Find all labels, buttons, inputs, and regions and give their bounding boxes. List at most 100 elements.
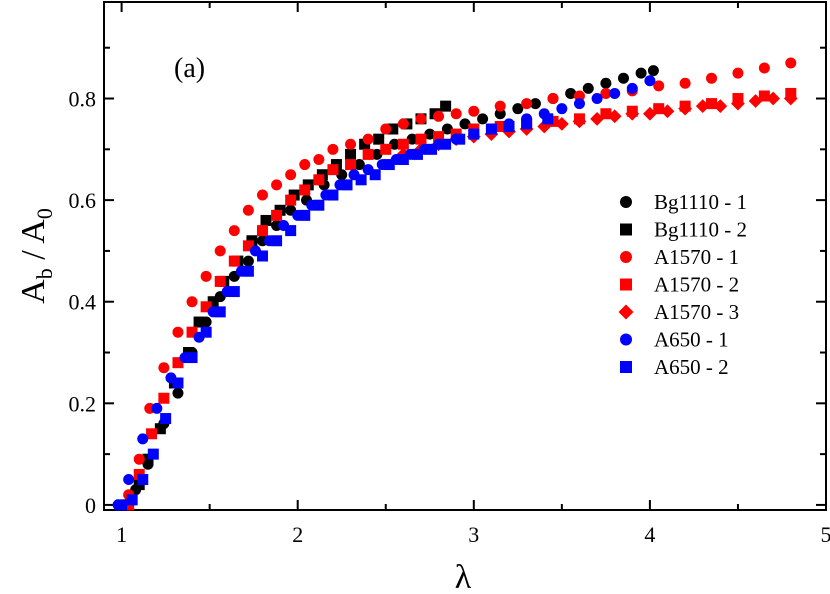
legend-marker	[620, 278, 632, 291]
data-point	[214, 275, 226, 287]
data-point	[313, 153, 325, 165]
data-point	[635, 67, 647, 79]
data-point	[214, 245, 226, 257]
data-point	[433, 110, 445, 122]
data-point	[617, 72, 629, 84]
data-point	[454, 133, 466, 145]
data-point	[485, 123, 497, 135]
data-point	[556, 103, 568, 115]
data-point	[214, 306, 226, 318]
data-point	[193, 316, 205, 328]
data-point	[494, 108, 506, 120]
data-point	[494, 100, 506, 112]
data-point	[565, 87, 577, 99]
data-point	[503, 120, 515, 132]
data-point	[207, 296, 219, 308]
data-point	[572, 114, 587, 129]
legend-entry: Bg1110 - 1	[620, 190, 747, 214]
data-point	[327, 164, 339, 176]
legend-label: A1570 - 1	[654, 245, 739, 269]
data-point	[529, 98, 541, 110]
legend-marker	[618, 304, 634, 320]
data-point	[644, 75, 656, 87]
data-point	[424, 128, 436, 140]
legend: Bg1110 - 1 Bg1110 - 2 A1570 - 1 A1570 - 2 A1…	[618, 190, 747, 379]
data-point	[785, 57, 797, 69]
y-axis-label-sub-b: b	[32, 268, 57, 279]
data-point	[450, 108, 462, 120]
data-point	[336, 169, 348, 181]
data-point	[373, 133, 385, 145]
y-tick-label: 0.6	[69, 188, 97, 213]
data-point	[345, 148, 357, 160]
data-point	[459, 118, 471, 130]
legend-label: A1570 - 3	[654, 300, 739, 324]
data-point	[706, 98, 718, 110]
y-tick-label: 0.8	[69, 87, 97, 112]
data-point	[228, 286, 240, 298]
data-point	[299, 209, 311, 221]
legend-label: Bg1110 - 1	[654, 190, 747, 214]
legend-entry: A1570 - 2	[620, 273, 739, 297]
legend-entry: A1570 - 3	[618, 300, 739, 324]
legend-marker	[620, 223, 632, 236]
data-point	[133, 453, 145, 465]
data-point	[713, 99, 728, 114]
x-tick-label: 3	[468, 522, 479, 547]
y-axis-label-main: A	[15, 279, 52, 304]
data-point	[397, 153, 409, 165]
legend-marker	[620, 196, 632, 208]
data-point	[158, 392, 170, 404]
x-tick-label: 5	[821, 522, 830, 547]
data-point	[783, 91, 798, 106]
data-point	[200, 326, 212, 338]
data-point	[547, 93, 559, 105]
series-a1570-1	[123, 57, 797, 501]
data-point	[389, 138, 401, 150]
data-point	[242, 255, 254, 267]
legend-marker	[620, 361, 632, 373]
data-point	[653, 80, 665, 92]
data-point	[371, 148, 383, 160]
data-point	[441, 123, 453, 135]
data-point	[242, 265, 254, 277]
data-point	[397, 118, 409, 130]
y-axis-label: Ab / A0	[15, 208, 57, 304]
data-point	[151, 402, 163, 414]
panel-label: (a)	[174, 53, 205, 84]
axis-ticks: 1 2 3 4 5 0 0.2 0.4 0.6 0.8	[69, 2, 830, 547]
data-point	[299, 159, 311, 171]
data-point	[582, 82, 594, 94]
data-point	[573, 98, 585, 110]
data-point	[200, 301, 212, 313]
legend-label: A650 - 1	[654, 328, 729, 352]
data-point	[260, 214, 272, 226]
data-point	[160, 413, 172, 425]
data-point	[154, 423, 166, 435]
y-tick-label: 0.4	[69, 290, 97, 315]
data-point	[521, 98, 533, 110]
legend-marker	[620, 333, 632, 346]
data-point	[271, 235, 283, 247]
data-point	[440, 100, 452, 112]
data-point	[341, 179, 353, 191]
data-point	[426, 143, 438, 155]
data-point	[116, 499, 128, 511]
data-point	[158, 362, 170, 374]
data-point	[440, 138, 452, 150]
data-point	[590, 111, 604, 126]
data-point	[380, 143, 392, 155]
data-point	[415, 113, 427, 125]
data-point	[359, 138, 371, 150]
data-point	[271, 179, 283, 191]
data-point	[397, 138, 409, 150]
data-point	[695, 99, 710, 114]
data-point	[345, 159, 357, 171]
y-axis-label-separator: / A	[15, 219, 52, 269]
data-point	[186, 326, 198, 338]
data-point	[679, 77, 691, 89]
data-point	[172, 326, 184, 338]
data-point	[591, 93, 603, 105]
data-point	[512, 103, 524, 115]
